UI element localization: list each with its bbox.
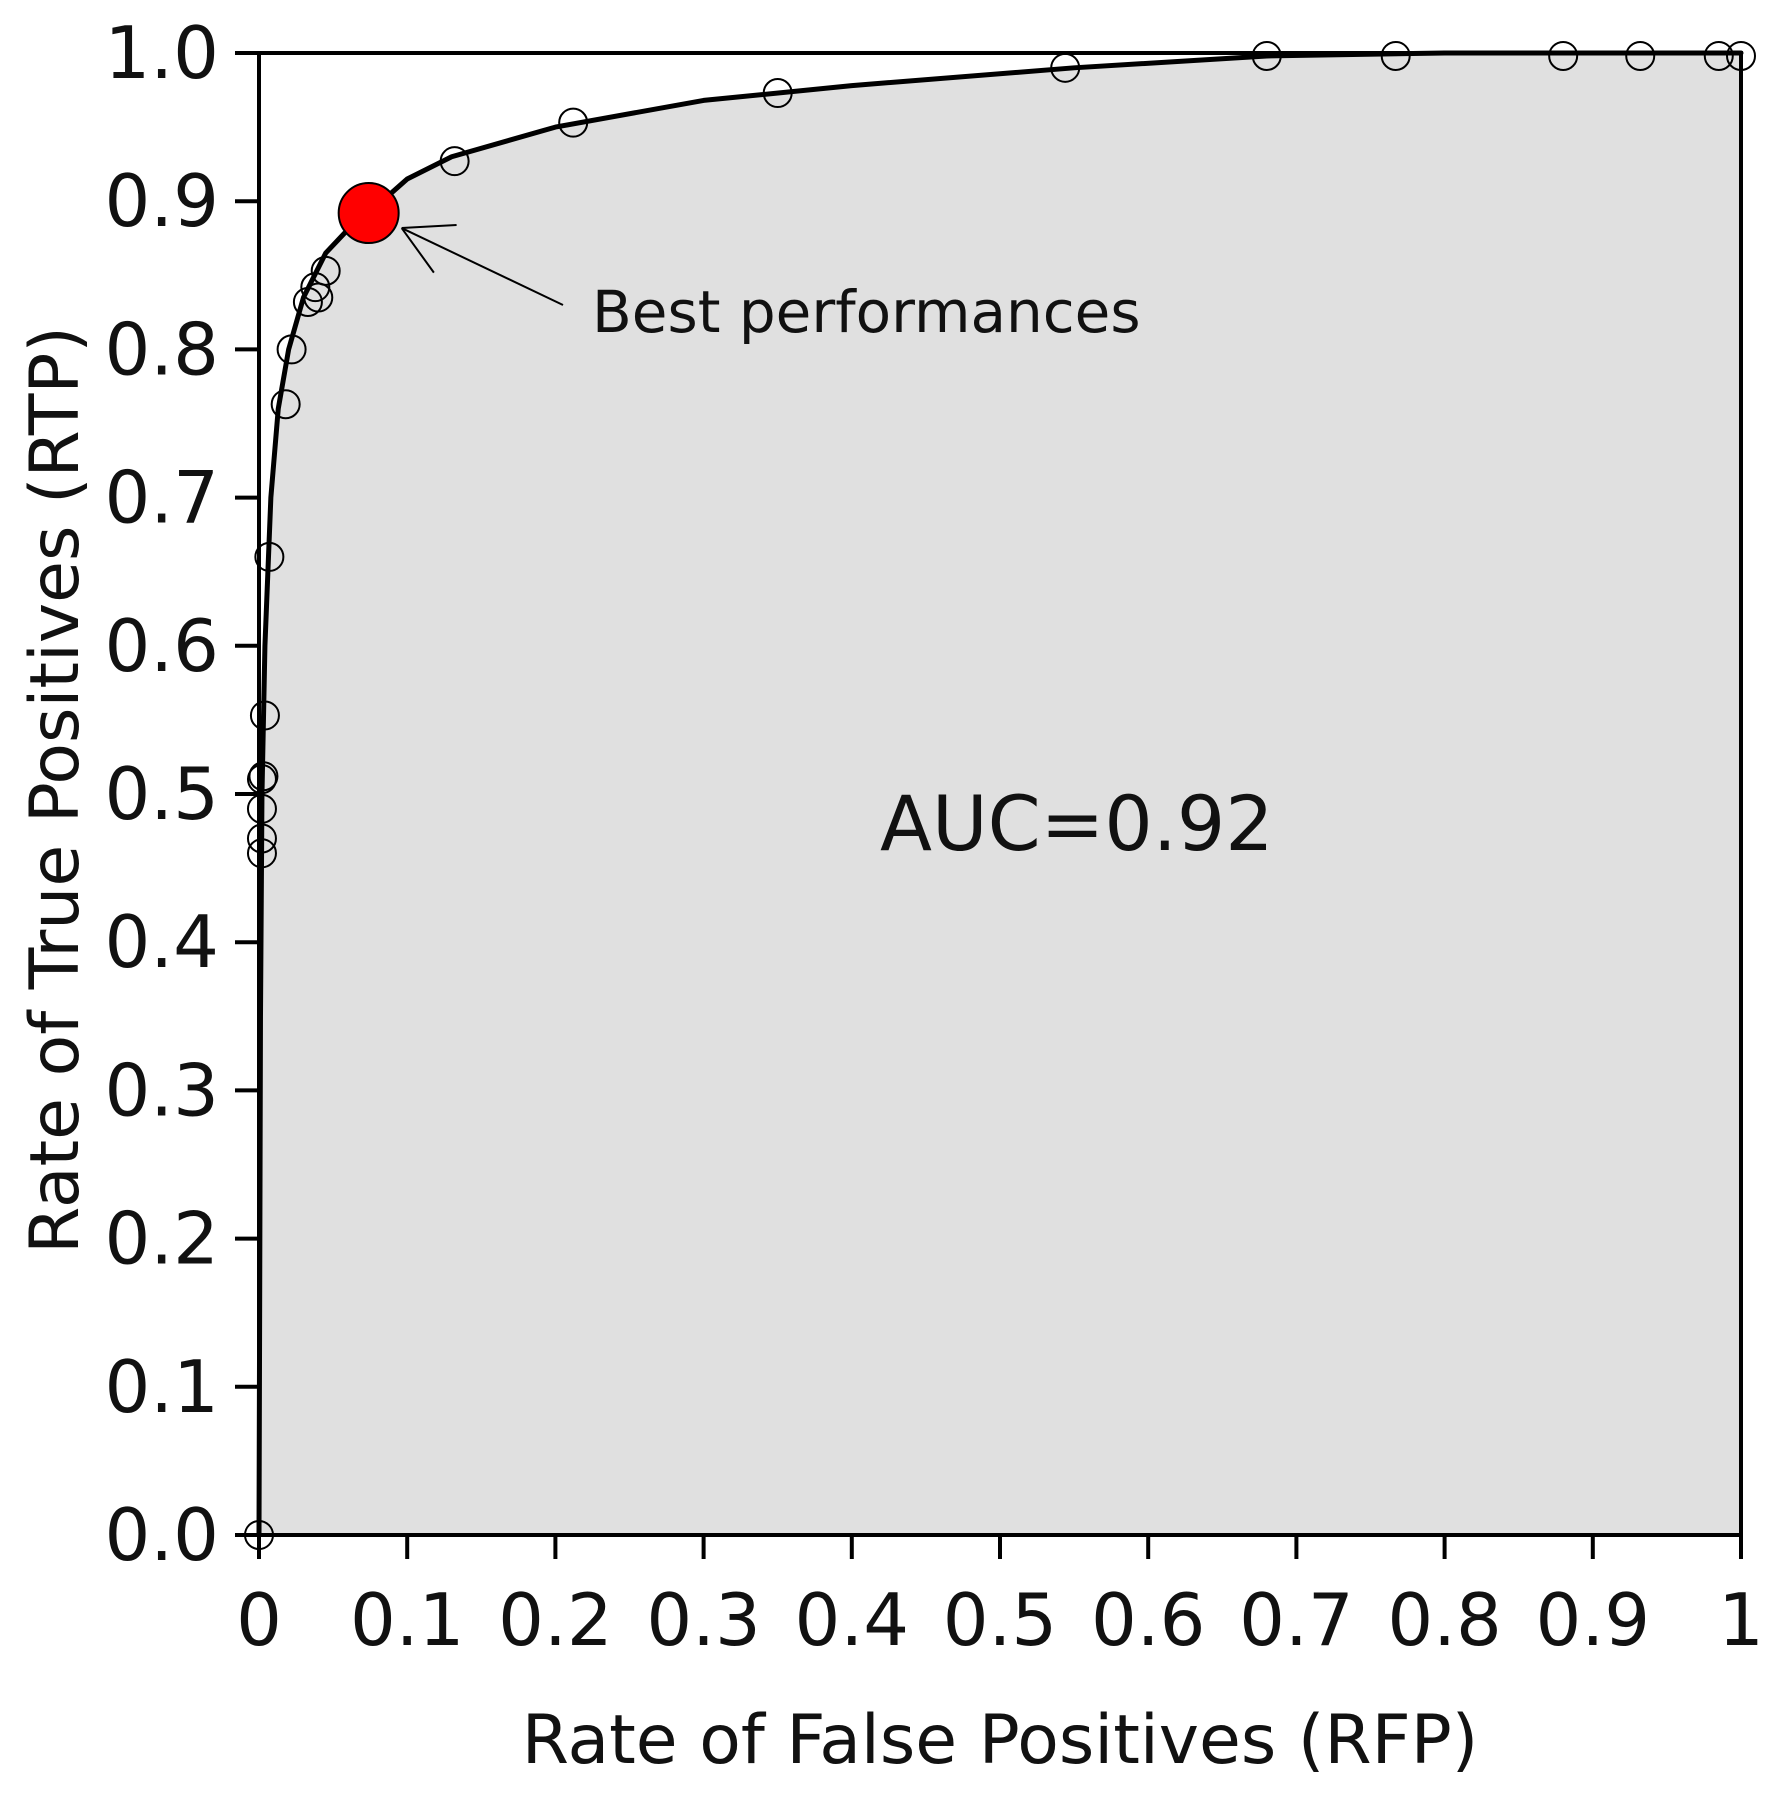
x-tick-label: 0.4	[795, 1578, 910, 1662]
y-tick-label: 1.0	[104, 11, 219, 95]
y-tick-label: 0.8	[104, 307, 219, 391]
threshold-point	[1625, 40, 1656, 71]
y-tick-label: 0.4	[104, 900, 219, 984]
threshold-point	[558, 107, 589, 138]
threshold-point	[246, 764, 277, 795]
x-axis-title: Rate of False Positives (RFP)	[522, 1701, 1479, 1780]
threshold-point	[1703, 40, 1734, 71]
x-tick-label: 0.5	[943, 1578, 1058, 1662]
threshold-point	[246, 823, 277, 854]
x-tick-label: 1	[1718, 1578, 1764, 1662]
threshold-point	[248, 761, 279, 792]
threshold-point	[439, 146, 470, 177]
x-tick-label: 0.7	[1239, 1578, 1354, 1662]
x-tick-label: 0.1	[350, 1578, 465, 1662]
x-tick-label: 0.6	[1091, 1578, 1206, 1662]
threshold-point	[300, 272, 331, 303]
threshold-point	[270, 389, 301, 420]
x-tick-label: 0	[236, 1578, 282, 1662]
x-tick-label: 0.3	[646, 1578, 761, 1662]
y-axis-ticks: 0.0 0.1 0.2 0.3 0.4 0.5 0.6 0.7 0.8 0.9 1.0	[104, 11, 259, 1577]
auc-area	[259, 53, 1741, 1535]
best-performance-point	[337, 182, 400, 245]
y-axis-title: Rate of True Positives (RTP)	[16, 326, 95, 1254]
y-tick-label: 0.5	[104, 752, 219, 836]
y-tick-label: 0.2	[104, 1197, 219, 1281]
y-tick-label: 0.6	[104, 604, 219, 688]
y-tick-label: 0.9	[104, 159, 219, 243]
threshold-point	[310, 255, 341, 286]
threshold-points	[244, 40, 1756, 1550]
threshold-point	[1251, 40, 1282, 71]
y-tick-label: 0.1	[104, 1345, 219, 1429]
threshold-point	[246, 838, 277, 869]
threshold-point	[249, 700, 280, 731]
arrow-shaft	[401, 227, 564, 306]
best-performance-label: Best performances	[592, 278, 1141, 346]
threshold-point	[254, 541, 285, 572]
auc-annotation: AUC=0.92	[880, 779, 1274, 868]
threshold-point	[276, 334, 307, 365]
threshold-point	[762, 78, 793, 109]
x-tick-label: 0.8	[1387, 1578, 1502, 1662]
best-performance-arrow	[400, 224, 564, 306]
x-axis-ticks: 0 0.1 0.2 0.3 0.4 0.5 0.6 0.7 0.8 0.9 1	[236, 1535, 1764, 1662]
y-tick-label: 0.0	[104, 1493, 219, 1577]
threshold-point	[1380, 40, 1411, 71]
x-tick-label: 0.2	[498, 1578, 613, 1662]
y-tick-label: 0.3	[104, 1048, 219, 1132]
y-tick-label: 0.7	[104, 456, 219, 540]
arrow-head	[400, 227, 435, 274]
x-tick-label: 0.9	[1536, 1578, 1651, 1662]
plot-frame	[257, 51, 1743, 1537]
arrow-head	[401, 224, 457, 230]
threshold-point	[1548, 40, 1579, 71]
threshold-point	[246, 793, 277, 824]
